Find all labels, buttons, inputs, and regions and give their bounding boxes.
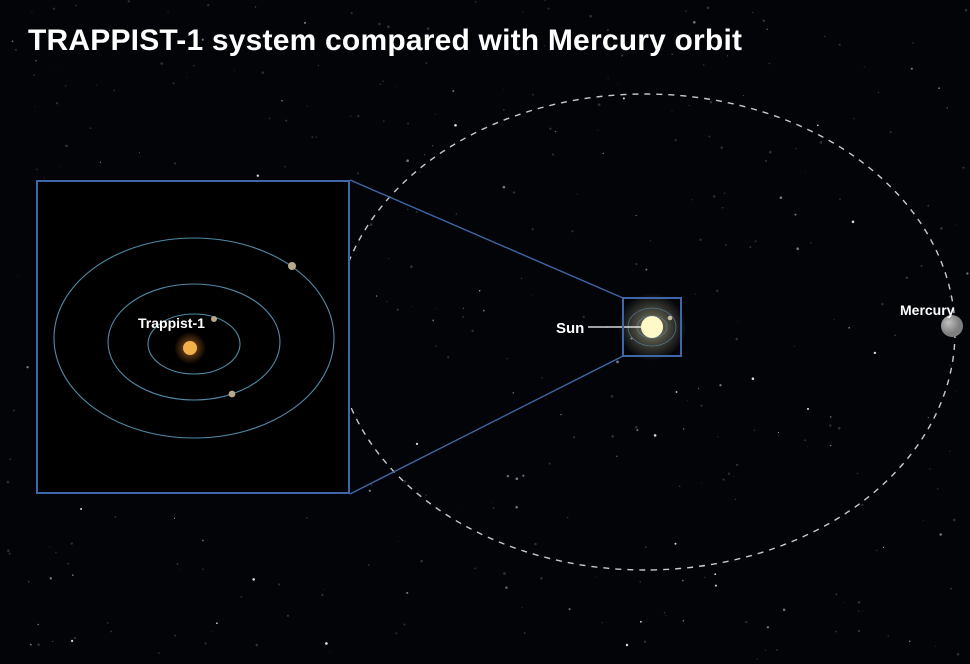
diagram-canvas: TRAPPIST-1 system compared with Mercury … (0, 0, 970, 664)
sun-label: Sun (556, 320, 584, 337)
trappist-label: Trappist-1 (138, 315, 205, 331)
inset-svg (38, 182, 352, 496)
diagram-title: TRAPPIST-1 system compared with Mercury … (28, 24, 742, 58)
mercury-label: Mercury (900, 302, 954, 318)
inset-panel: Trappist-1 (36, 180, 350, 494)
